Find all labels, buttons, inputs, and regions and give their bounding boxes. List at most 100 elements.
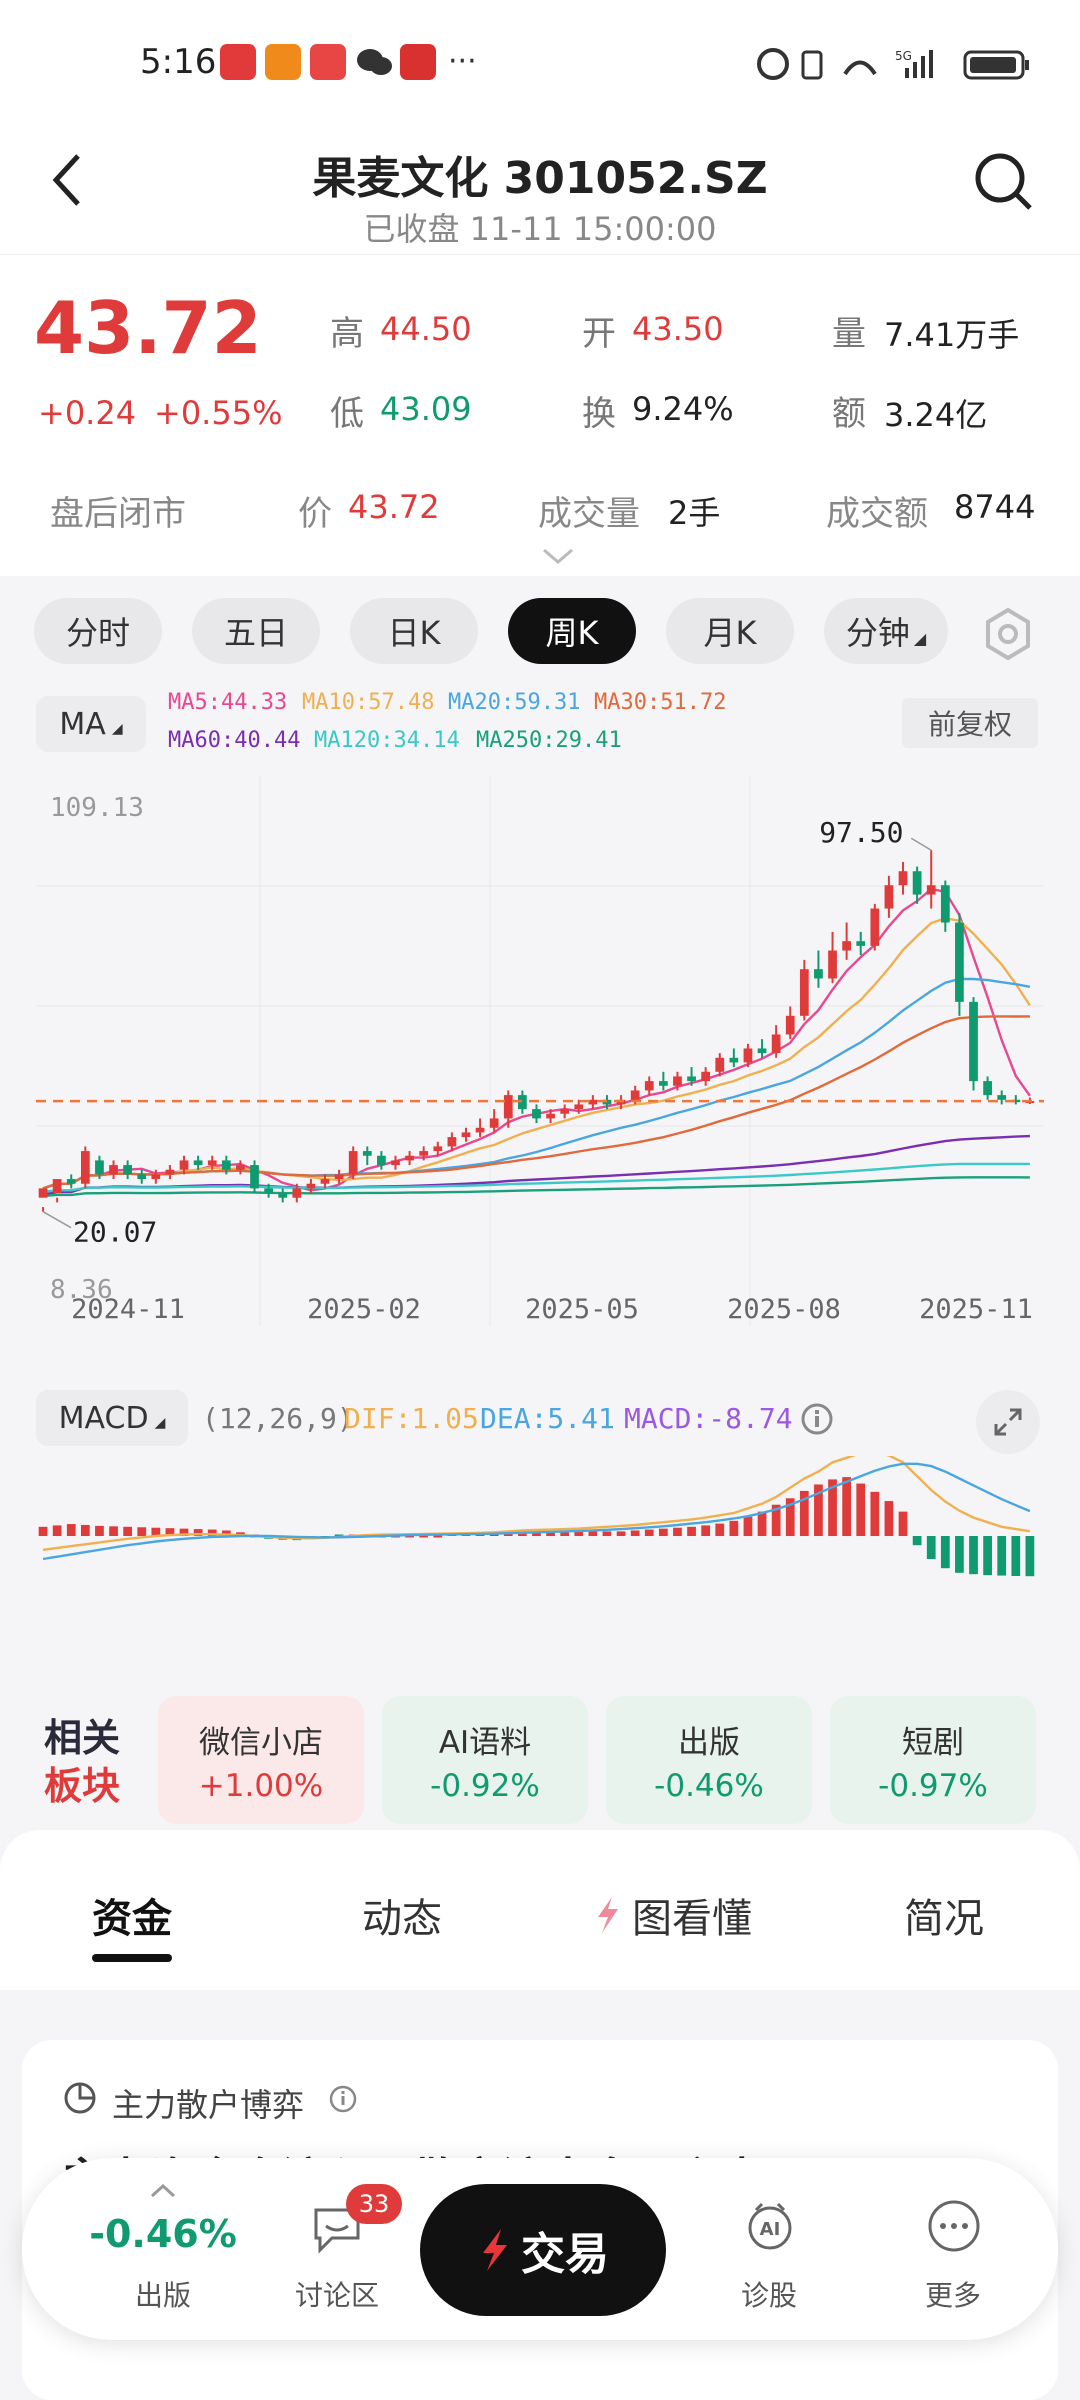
candle-body xyxy=(419,1151,429,1156)
candle-body xyxy=(207,1160,217,1166)
amount-value: 3.24亿 xyxy=(884,396,988,434)
sector-card-wechat-store[interactable]: 微信小店 +1.00% xyxy=(158,1696,364,1824)
macd-bar xyxy=(785,1498,795,1536)
indicator-selector-ma[interactable]: MA ◢ xyxy=(36,696,146,752)
discussion-badge: 33 xyxy=(346,2184,402,2224)
tab-weekly-k[interactable]: 周K xyxy=(508,598,636,664)
app-notification-icon xyxy=(400,44,436,80)
candle-body xyxy=(433,1146,443,1152)
candle-body xyxy=(250,1165,259,1189)
more-button[interactable]: 更多 xyxy=(878,2158,1028,2340)
candle-body xyxy=(658,1081,668,1086)
macd-bar xyxy=(52,1525,62,1536)
candle-body xyxy=(588,1099,598,1105)
tab-chart-insight-label: 图看懂 xyxy=(632,1896,752,1942)
sector-name: 微信小店 xyxy=(199,1724,323,1761)
chart-area: 分时 五日 日K 周K 月K 分钟 ◢ MA ◢ MA5:44.33 MA10:57… xyxy=(0,576,1080,1670)
sector-card-publishing[interactable]: 出版 -0.46% xyxy=(606,1696,812,1824)
macd-bar xyxy=(799,1490,809,1536)
sector-index-name: 出版 xyxy=(134,2279,191,2312)
tab-minute[interactable]: 分钟 ◢ xyxy=(824,598,948,664)
y-min-label: 8.36 xyxy=(50,1275,113,1305)
macd-bar xyxy=(814,1484,823,1536)
macd-bar xyxy=(179,1528,189,1536)
ah-amount-value: 8744 xyxy=(954,488,1036,526)
macd-bar xyxy=(771,1504,781,1536)
candle-body xyxy=(278,1193,288,1198)
card-title: 主力散户博弈 xyxy=(112,2086,305,2124)
sector-card-short-drama[interactable]: 短剧 -0.97% xyxy=(830,1696,1036,1824)
candle-body xyxy=(66,1179,76,1184)
low-value: 43.09 xyxy=(380,390,472,428)
tab-chart-insight[interactable]: 图看懂 xyxy=(590,1886,752,1944)
tab-five-day[interactable]: 五日 xyxy=(192,598,320,664)
info-icon[interactable] xyxy=(800,1402,834,1436)
tab-profile[interactable]: 简况 xyxy=(904,1896,984,1942)
more-label: 更多 xyxy=(924,2279,981,2312)
search-icon[interactable] xyxy=(972,150,1036,214)
sector-card-ai-corpus[interactable]: AI语料 -0.92% xyxy=(382,1696,588,1824)
back-icon[interactable] xyxy=(48,150,88,210)
turnover-label: 换 xyxy=(582,394,616,434)
settings-gear-icon[interactable] xyxy=(980,606,1036,662)
after-hours-label: 盘后闭市 xyxy=(50,494,186,534)
adjust-mode-button[interactable]: 前复权 xyxy=(902,698,1038,748)
candle-body xyxy=(799,969,809,1016)
info-icon[interactable] xyxy=(328,2084,358,2114)
macd-bar xyxy=(532,1532,541,1536)
candle-body xyxy=(940,885,950,923)
expand-chevron-icon[interactable] xyxy=(540,546,576,566)
candle-body xyxy=(137,1174,147,1180)
market-status: 已收盘 11-11 15:00:00 xyxy=(363,210,717,248)
candle-body xyxy=(870,908,880,946)
candle-body xyxy=(503,1095,513,1119)
macd-bar xyxy=(940,1536,950,1569)
indicator-selector-macd[interactable]: MACD ◢ xyxy=(36,1390,188,1446)
discussion-button[interactable]: 33 讨论区 xyxy=(262,2158,412,2340)
candle-body xyxy=(320,1179,330,1184)
trade-button[interactable]: 交易 xyxy=(420,2184,666,2316)
macd-bar xyxy=(983,1536,992,1576)
sector-index-pct: -0.46% xyxy=(89,2212,237,2256)
candle-body xyxy=(969,1001,978,1082)
tab-intraday[interactable]: 分时 xyxy=(34,598,162,664)
macd-bar xyxy=(644,1529,654,1536)
max-pointer xyxy=(910,837,932,851)
tab-funds[interactable]: 资金 xyxy=(92,1896,172,1942)
candle-body xyxy=(292,1188,302,1198)
candle-body xyxy=(644,1081,654,1091)
ma250-line xyxy=(42,1176,1030,1198)
macd-chart[interactable] xyxy=(0,1456,1080,1656)
candle-body xyxy=(771,1034,781,1054)
high-label: 高 xyxy=(330,314,364,354)
macd-bar xyxy=(912,1536,922,1546)
macd-bar xyxy=(137,1527,147,1536)
discussion-label: 讨论区 xyxy=(294,2279,379,2312)
y-max-label: 109.13 xyxy=(50,793,144,823)
ma5-line xyxy=(42,887,1031,1192)
candle-body xyxy=(95,1160,104,1175)
candle-body xyxy=(405,1155,414,1161)
tab-monthly-k[interactable]: 月K xyxy=(666,598,794,664)
macd-bar xyxy=(560,1532,570,1536)
ah-price-value: 43.72 xyxy=(348,488,440,526)
ma30-value: MA30:51.72 xyxy=(594,690,727,715)
sector-change: -0.92% xyxy=(430,1767,540,1804)
turnover-value: 9.24% xyxy=(632,390,734,428)
candle-body xyxy=(151,1174,161,1180)
diagnose-button[interactable]: AI 诊股 xyxy=(694,2158,844,2340)
dropdown-caret-icon: ◢ xyxy=(913,628,927,648)
candlestick-chart[interactable]: 109.13 8.36 97.50 20.07 2024-11 2025-02 2025-0… xyxy=(0,766,1080,1326)
candle-body xyxy=(687,1076,696,1082)
sector-index-button[interactable]: -0.46% 出版 xyxy=(68,2158,258,2340)
tab-news[interactable]: 动态 xyxy=(362,1896,442,1942)
macd-bar xyxy=(1011,1536,1021,1577)
ai-text: AI xyxy=(760,2219,781,2240)
candle-body xyxy=(898,871,908,886)
macd-bar xyxy=(715,1523,725,1536)
fullscreen-button[interactable] xyxy=(976,1390,1040,1454)
macd-bar xyxy=(433,1534,443,1538)
app-notification-icon xyxy=(220,44,256,80)
high-value: 44.50 xyxy=(380,310,472,348)
tab-daily-k[interactable]: 日K xyxy=(350,598,478,664)
